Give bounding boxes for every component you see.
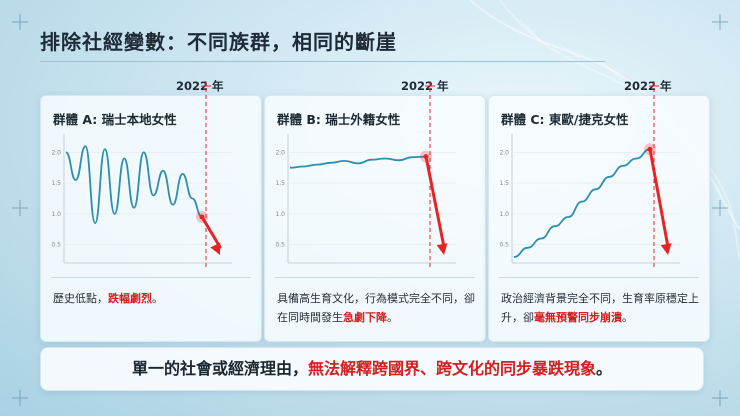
description-text: 政治經濟背景完全不同，生育率原穩定上升，卻 xyxy=(501,292,699,324)
card-group-b: 群體 B: 瑞士外籍女性 具備高生育文化，行為模式完全不同，卻在同時間發生急劇下… xyxy=(264,95,486,342)
y-tick-label: 1.0 xyxy=(51,211,61,218)
y-tick-label: 2.0 xyxy=(275,149,285,156)
drop-arrow-head xyxy=(436,243,448,255)
description-end: 。 xyxy=(622,311,633,324)
card-title: 群體 B: 瑞士外籍女性 xyxy=(277,112,401,127)
description-text: 歷史低點， xyxy=(53,292,108,305)
description-highlight: 急劇下降 xyxy=(343,311,387,324)
card-divider xyxy=(275,277,475,278)
chart-group-c: 2.0 1.5 1.0 0.5 xyxy=(499,81,680,269)
chart-group-a: 2.0 1.5 1.0 0.5 xyxy=(51,81,232,269)
description-end: 。 xyxy=(152,292,163,305)
y-tick-label: 0.5 xyxy=(51,242,61,249)
page-title: 排除社經變數：不同族群，相同的斷崖 xyxy=(40,30,397,54)
card-divider xyxy=(51,277,251,278)
data-line xyxy=(513,148,651,258)
card-title: 群體 A: 瑞士本地女性 xyxy=(53,112,177,127)
description-highlight: 毫無預警同步崩潰 xyxy=(534,311,622,324)
y-tick-label: 1.5 xyxy=(51,180,61,187)
card-group-a: 群體 A: 瑞士本地女性 歷史低點，跌幅劇烈。 xyxy=(40,95,262,342)
drop-arrow-shaft xyxy=(200,215,222,249)
banner-text: 單一的社會或經濟理由， xyxy=(131,359,308,378)
title-divider xyxy=(40,61,605,62)
year-label-c: 2022 年 xyxy=(624,79,672,93)
card-divider xyxy=(499,277,699,278)
banner-highlight: 無法解釋跨國界、跨文化的同步暴跌現象 xyxy=(307,359,596,378)
data-line xyxy=(289,155,427,169)
y-tick-label: 1.0 xyxy=(499,211,509,218)
data-line xyxy=(65,145,203,225)
drop-arrow-head xyxy=(660,243,672,255)
y-tick-label: 2.0 xyxy=(51,149,61,156)
y-tick-label: 2.0 xyxy=(499,149,509,156)
description-highlight: 跌幅劇烈 xyxy=(108,292,152,305)
banner-end: 。 xyxy=(596,359,613,378)
y-tick-label: 1.0 xyxy=(275,211,285,218)
drop-arrow-head xyxy=(210,242,221,255)
description-end: 。 xyxy=(387,311,398,324)
year-label-a: 2022 年 xyxy=(176,79,224,93)
chart-group-b: 2.0 1.5 1.0 0.5 xyxy=(275,81,456,269)
y-tick-label: 1.5 xyxy=(499,180,509,187)
year-label-b: 2022 年 xyxy=(401,79,449,93)
y-tick-label: 0.5 xyxy=(499,242,509,249)
y-tick-label: 0.5 xyxy=(275,242,285,249)
card-description: 具備高生育文化，行為模式完全不同，卻在同時間發生急劇下降。 xyxy=(277,289,475,327)
card-description: 政治經濟背景完全不同，生育率原穩定上升，卻毫無預警同步崩潰。 xyxy=(501,289,699,327)
drop-arrow-shaft xyxy=(648,147,670,249)
card-description: 歷史低點，跌幅劇烈。 xyxy=(53,289,251,308)
card-group-c: 群體 C: 東歐/捷克女性 政治經濟背景完全不同，生育率原穩定上升，卻毫無預警同… xyxy=(488,95,710,342)
conclusion-banner: 單一的社會或經濟理由，無法解釋跨國界、跨文化的同步暴跌現象。 xyxy=(40,347,704,391)
drop-arrow-shaft xyxy=(424,155,446,249)
card-title: 群體 C: 東歐/捷克女性 xyxy=(501,112,629,127)
description-text: 具備高生育文化，行為模式完全不同，卻在同時間發生 xyxy=(277,292,475,324)
y-tick-label: 1.5 xyxy=(275,180,285,187)
